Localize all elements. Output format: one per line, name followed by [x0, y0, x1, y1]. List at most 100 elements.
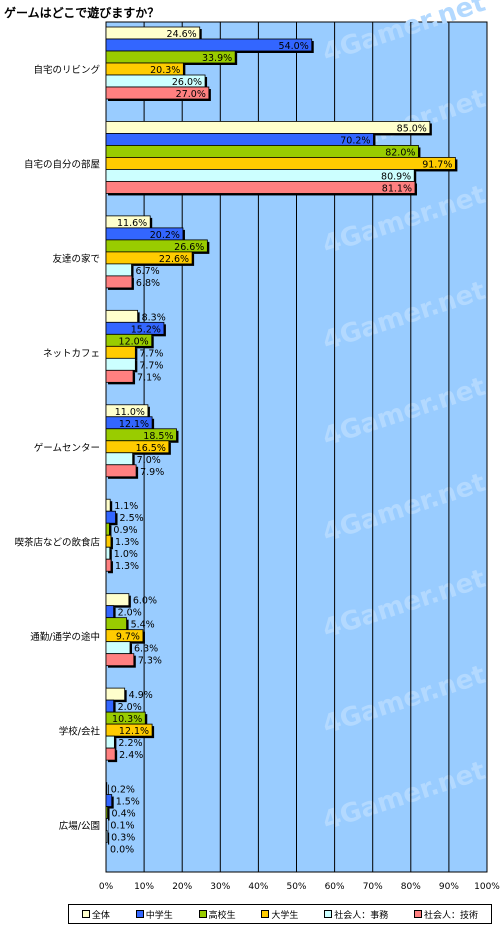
data-label: 2.0% — [118, 608, 142, 619]
data-label: 6.7% — [136, 266, 160, 277]
bar — [105, 133, 374, 146]
bar — [105, 510, 116, 524]
data-label: 2.0% — [118, 702, 142, 713]
bar — [105, 782, 108, 795]
data-label: 1.1% — [114, 501, 138, 512]
x-tick-label: 30% — [210, 882, 230, 892]
bar — [105, 263, 132, 277]
x-tick-label: 0% — [99, 882, 114, 892]
data-label: 6.3% — [134, 644, 158, 655]
legend-swatch — [81, 910, 90, 918]
data-label: 54.0% — [279, 41, 309, 52]
bar — [105, 593, 130, 607]
bar-shadow — [108, 832, 110, 845]
legend-swatch — [414, 910, 423, 918]
legend-label: 社会人：事務 — [334, 910, 389, 921]
bar — [105, 687, 126, 701]
data-label: 26.0% — [172, 77, 202, 88]
chart-title: ゲームはどこで遊びますか？ — [4, 6, 160, 20]
data-label: 12.0% — [119, 336, 149, 347]
data-label: 12.1% — [119, 419, 149, 430]
legend-swatch — [135, 910, 144, 918]
x-tick-label: 20% — [172, 882, 192, 892]
data-label: 0.0% — [110, 845, 134, 856]
bar — [105, 605, 115, 619]
legend-label: 高校生 — [208, 910, 236, 921]
data-label: 7.7% — [139, 348, 163, 359]
category-label: 広場/公園 — [59, 820, 100, 832]
category-label: 学校/会社 — [59, 725, 101, 737]
data-label: 0.3% — [111, 833, 135, 844]
data-label: 4.9% — [129, 690, 153, 701]
data-label: 10.3% — [112, 714, 142, 725]
legend-swatch — [198, 910, 207, 918]
data-label: 7.3% — [138, 656, 162, 667]
data-label: 5.4% — [131, 620, 155, 631]
legend-item: 高校生 — [198, 908, 236, 921]
data-label: 33.9% — [202, 53, 232, 64]
bar — [105, 251, 193, 265]
bar — [105, 794, 113, 807]
legend-label: 全体 — [91, 910, 110, 921]
bar-shadow — [108, 784, 109, 797]
legend-item: 社会人：事務 — [324, 908, 388, 921]
data-label: 0.2% — [111, 785, 135, 796]
chart: 4Gamer.net4Gamer.net4Gamer.net4Gamer.net… — [14, 0, 500, 892]
data-label: 1.0% — [114, 549, 138, 560]
legend-item: 社会人：技術 — [414, 908, 478, 921]
data-label: 91.7% — [422, 159, 452, 170]
bar — [105, 522, 110, 536]
data-label: 7.9% — [140, 467, 164, 478]
data-label: 15.2% — [131, 324, 161, 335]
legend-label: 中学生 — [145, 910, 173, 921]
bar — [105, 641, 131, 655]
bar — [105, 357, 136, 371]
bar — [105, 169, 415, 182]
data-label: 26.6% — [174, 242, 204, 253]
bar — [105, 699, 115, 713]
bar — [105, 747, 116, 761]
bar — [105, 464, 137, 478]
data-label: 2.5% — [120, 513, 144, 524]
bar — [105, 534, 112, 548]
category-label: 自宅の自分の部屋 — [24, 159, 100, 171]
data-label: 1.3% — [115, 537, 139, 548]
bar — [105, 275, 133, 289]
legend-item: 全体 — [81, 908, 110, 921]
data-label: 16.5% — [136, 443, 166, 454]
data-label: 81.1% — [382, 183, 412, 194]
data-label: 22.6% — [159, 254, 189, 265]
data-label: 24.6% — [167, 29, 197, 40]
data-label: 80.9% — [381, 171, 411, 182]
data-label: 70.2% — [340, 135, 370, 146]
x-tick-label: 50% — [286, 882, 306, 892]
x-tick-label: 80% — [401, 882, 421, 892]
legend-label: 社会人：技術 — [424, 910, 479, 921]
data-label: 7.0% — [137, 455, 161, 466]
bar — [105, 546, 111, 560]
legend-swatch — [324, 910, 333, 918]
bar — [105, 653, 135, 667]
data-label: 0.9% — [113, 525, 137, 536]
bar — [105, 121, 431, 134]
category-label: 喫茶店などの飲食店 — [14, 536, 100, 548]
data-label: 6.8% — [136, 278, 160, 289]
bar — [105, 86, 210, 100]
data-label: 8.3% — [142, 312, 166, 323]
x-tick-label: 100% — [474, 882, 500, 892]
bar-shadow — [108, 808, 110, 821]
data-label: 85.0% — [397, 123, 427, 134]
data-label: 20.2% — [150, 230, 180, 241]
data-label: 1.5% — [116, 797, 140, 808]
bar — [105, 181, 416, 194]
x-tick-label: 90% — [439, 882, 459, 892]
bar — [105, 830, 108, 843]
data-label: 2.2% — [118, 738, 142, 749]
data-label: 20.3% — [150, 65, 180, 76]
data-label: 11.0% — [115, 407, 145, 418]
data-label: 27.0% — [176, 89, 206, 100]
data-label: 9.7% — [116, 632, 140, 643]
bar — [105, 735, 115, 749]
bar — [105, 558, 112, 572]
category-label: 通勤/通学の途中 — [30, 631, 100, 643]
